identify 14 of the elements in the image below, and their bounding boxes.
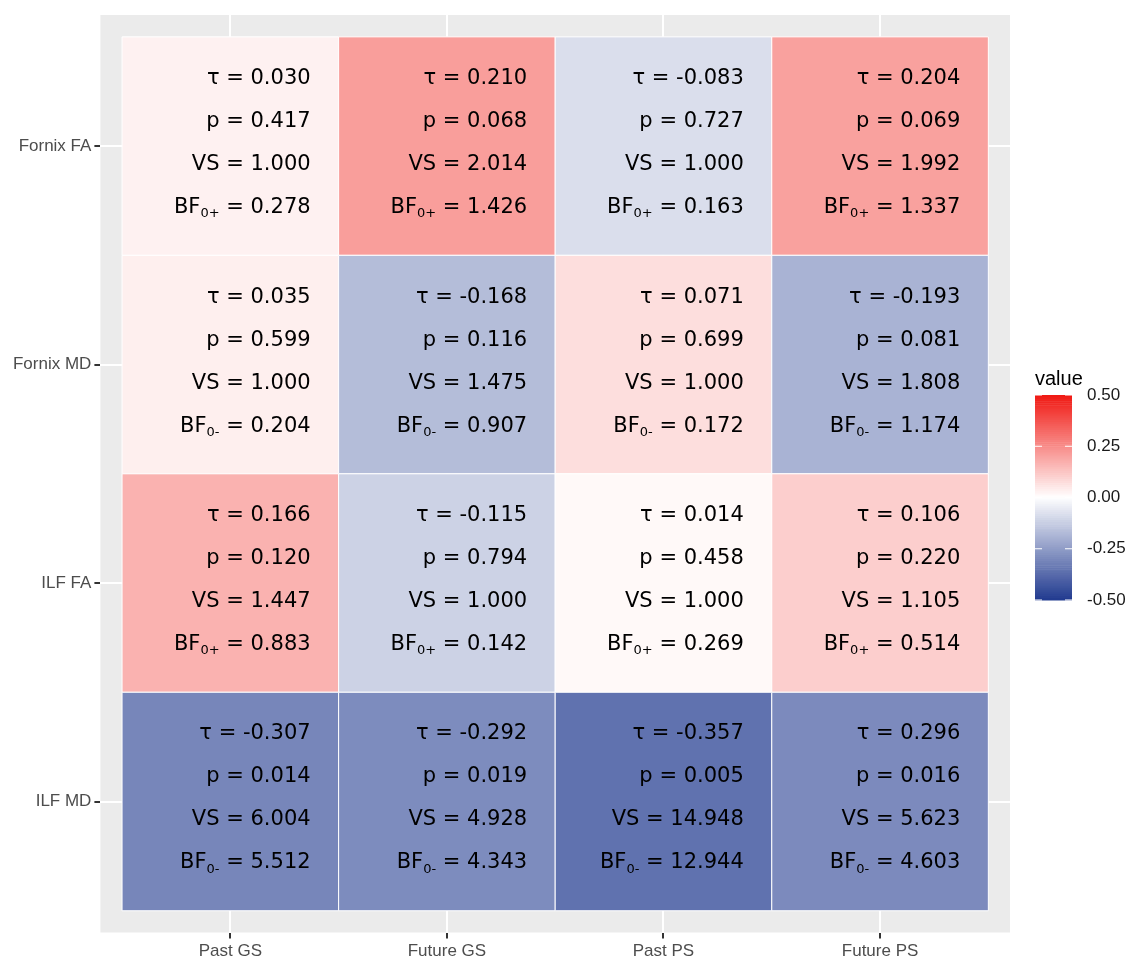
color-bar-label: 0.00 [1087,487,1121,507]
x-tick-label: Future PS [841,941,919,961]
legend-title: value [1035,367,1083,389]
color-bar-label: -0.25 [1087,538,1126,558]
x-tick-label: Future GS [407,941,487,961]
x-tick-label: Past PS [632,941,695,961]
color-bar-label: -0.50 [1087,589,1126,609]
color-bar-label: 0.25 [1087,435,1121,455]
y-tick-label: ILF MD [35,791,92,811]
color-bar-label: 0.50 [1087,384,1121,404]
x-tick-label: Past GS [198,941,262,961]
y-tick-label: Fornix MD [12,354,92,374]
y-tick-label: ILF FA [41,572,93,592]
y-tick-label: Fornix FA [18,135,93,155]
